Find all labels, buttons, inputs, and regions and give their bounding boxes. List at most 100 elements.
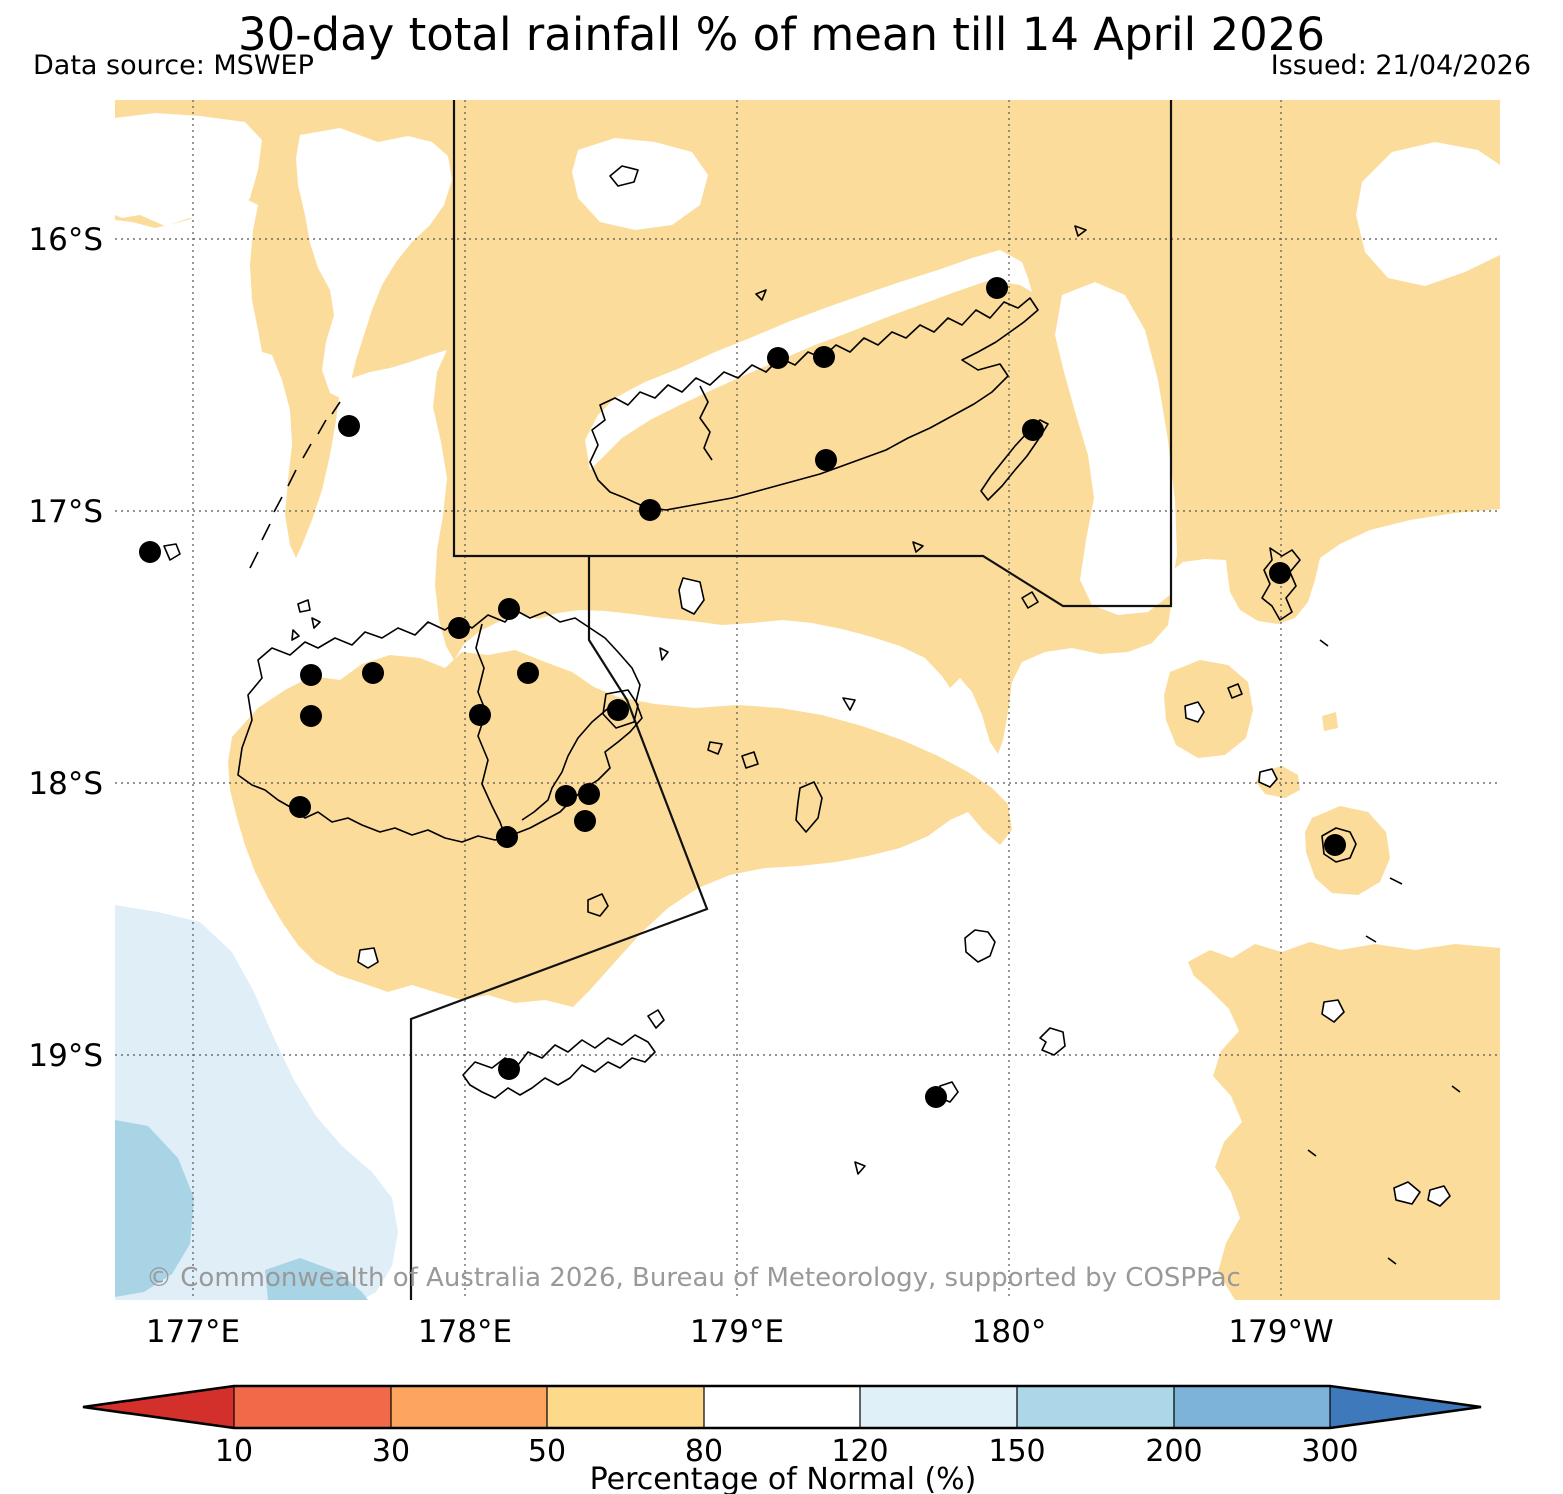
- coast-kabara: [1321, 999, 1345, 1023]
- station-dot: [815, 449, 837, 471]
- region-patch-speck: [1322, 712, 1338, 731]
- issued-label: Issued: 21/04/2026: [1270, 50, 1531, 81]
- x-axis-tick-label: 179°W: [1228, 1314, 1333, 1350]
- x-axis-tick-label: 178°E: [418, 1314, 512, 1350]
- coast-islet-4: [1021, 591, 1039, 609]
- colorbar-tick-label: 30: [372, 1434, 410, 1469]
- eez-boundaries: [409, 100, 1173, 1300]
- station-dot: [639, 499, 661, 521]
- station-dot: [1269, 562, 1291, 584]
- coast-totoya: [1039, 1027, 1066, 1056]
- station-dot: [469, 704, 491, 726]
- region-above-150-a: [115, 1120, 194, 1297]
- coast-west-islet: [163, 543, 181, 561]
- station-dot: [986, 277, 1008, 299]
- station-dot: [767, 347, 789, 369]
- coast-nayau: [1258, 768, 1278, 788]
- colorbar-segment: [391, 1386, 547, 1428]
- station-dot: [555, 785, 577, 807]
- coast-ogea: [1427, 1185, 1451, 1207]
- station-dot: [289, 796, 311, 818]
- region-below-normal-southeast: [1188, 942, 1500, 1300]
- colorbar-segment: [1017, 1386, 1174, 1428]
- colorbar-segment: [234, 1386, 391, 1428]
- coast-nairai: [741, 751, 759, 769]
- colorbar-tick-label: 10: [215, 1434, 253, 1469]
- coastlines: [163, 165, 1461, 1265]
- station-dot: [925, 1086, 947, 1108]
- station-dot: [498, 598, 520, 620]
- coast-vatulele: [357, 947, 379, 969]
- station-dot: [496, 826, 518, 848]
- colorbar: 10 30 50 80 120 150 200 300 Percentage of Norma…: [82, 1384, 1482, 1494]
- coast-ono: [647, 1009, 665, 1029]
- coast-fulaga: [1393, 1181, 1421, 1205]
- station-dot: [300, 664, 322, 686]
- colorbar-tick-label: 80: [685, 1434, 723, 1469]
- coast-moce: [1365, 935, 1377, 943]
- coast-islet-3: [912, 541, 924, 553]
- region-patch-cicia: [1164, 660, 1253, 758]
- coast-islet-9: [755, 289, 767, 301]
- coast-islet-8: [854, 1161, 866, 1175]
- region-normal-hole-ne: [1356, 142, 1500, 286]
- map-copyright: © Commonwealth of Australia 2026, Bureau…: [146, 1263, 1241, 1293]
- x-axis-labels: 177°E 178°E 179°E 180° 179°W: [146, 1314, 1334, 1350]
- coast-vanua-levu: [589, 297, 1039, 511]
- colorbar-outline: [82, 1384, 1482, 1430]
- station-dot: [607, 699, 629, 721]
- coast-islet-7: [1387, 1257, 1397, 1265]
- colorbar-segment: [1174, 1386, 1330, 1428]
- coast-cikobia: [609, 165, 639, 187]
- coast-yasawa-chain: [249, 401, 341, 569]
- station-dot: [362, 662, 384, 684]
- x-axis-tick-label: 180°: [972, 1314, 1047, 1350]
- station-dot: [139, 541, 161, 563]
- x-axis-tick-label: 179°E: [690, 1314, 784, 1350]
- coast-islet-5: [1319, 639, 1329, 647]
- station-dot: [300, 705, 322, 727]
- region-normal-hole-east: [1055, 282, 1177, 615]
- coast-vatoa: [1307, 1149, 1317, 1157]
- colorbar-segment: [704, 1386, 860, 1428]
- stations-layer: [139, 277, 1346, 1108]
- coast-gau: [795, 781, 823, 833]
- y-axis-tick-label: 18°S: [28, 766, 103, 802]
- colorbar-left-arrow: [83, 1386, 234, 1428]
- colorbar-tick-label: 50: [528, 1434, 566, 1469]
- x-axis-tick-label: 177°E: [146, 1314, 240, 1350]
- coast-koro: [678, 577, 705, 615]
- region-normal-hole-nw1: [115, 113, 262, 226]
- colorbar-right-arrow: [1330, 1386, 1481, 1428]
- colorbar-tick-label: 120: [831, 1434, 888, 1469]
- coast-tuvuca: [1227, 683, 1243, 699]
- station-dot: [813, 346, 835, 368]
- eez-boundary-south: [409, 556, 709, 1300]
- region-patch-lakeba: [1305, 806, 1390, 895]
- station-dot: [448, 617, 470, 639]
- coast-viti-levu: [237, 609, 643, 843]
- region-patch-east-edge: [1452, 427, 1494, 462]
- eez-boundary-north: [452, 100, 1173, 608]
- coast-cicia: [1184, 701, 1205, 723]
- coast-moala: [964, 929, 996, 963]
- data-source-label: Data source: MSWEP: [33, 50, 314, 81]
- station-dot: [498, 1058, 520, 1080]
- coast-ovalau: [602, 689, 639, 729]
- colorbar-tick-label: 200: [1145, 1434, 1202, 1469]
- coast-kadavu: [462, 1034, 656, 1099]
- colorbar-segment: [860, 1386, 1017, 1428]
- region-above-150-b: [265, 1258, 368, 1300]
- coast-batiki: [707, 741, 723, 755]
- grid-layer: [115, 100, 1500, 1300]
- station-dot: [1022, 419, 1044, 441]
- region-normal-hole-nw2: [296, 128, 452, 400]
- coast-islet-1: [659, 647, 669, 661]
- station-dot: [517, 662, 539, 684]
- coast-viti-levu-inner1: [475, 623, 506, 837]
- coast-islet-2: [842, 697, 856, 711]
- coast-oneata: [1389, 877, 1403, 885]
- y-axis-tick-label: 19°S: [28, 1038, 103, 1074]
